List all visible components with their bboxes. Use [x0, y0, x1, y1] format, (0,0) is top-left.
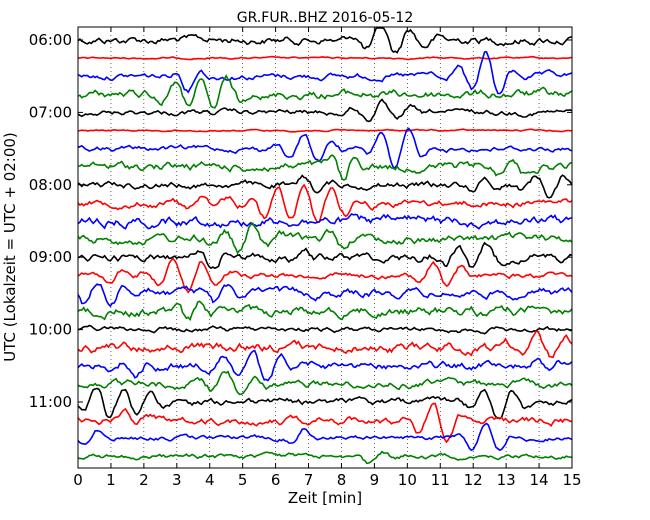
seismogram-trace: [77, 222, 573, 255]
seismogram-trace: [77, 324, 573, 335]
seismogram-trace: [77, 127, 573, 169]
y-tick-label: 10:00: [29, 321, 72, 339]
x-tick-label: 1: [106, 471, 116, 489]
seismogram-trace: [77, 50, 573, 95]
x-tick-label: 14: [530, 471, 549, 489]
x-tick-label: 2: [139, 471, 149, 489]
vertical-gridlines: [110, 27, 540, 468]
y-axis-label: UTC (Lokalzeit = UTC + 02:00): [1, 132, 19, 362]
x-axis: 0 1 2 3 4 5 6 7 8 9 10 11 12 13 14 15: [73, 27, 582, 489]
y-axis: 06:00 07:00 08:00 09:00 10:00 11:00: [29, 31, 572, 411]
seismogram-trace: [77, 387, 573, 420]
seismogram-trace: [77, 27, 573, 54]
seismogram-trace: [77, 128, 573, 133]
x-tick-label: 7: [304, 471, 314, 489]
seismogram-trace: [77, 330, 573, 359]
y-tick-label: 09:00: [29, 248, 72, 266]
x-tick-label: 10: [398, 471, 417, 489]
seismogram-trace: [78, 55, 573, 61]
seismogram-trace: [77, 450, 573, 465]
y-tick-label: 11:00: [29, 393, 72, 411]
seismogram-trace: [77, 283, 573, 308]
x-tick-label: 15: [562, 471, 581, 489]
x-tick-label: 11: [431, 471, 450, 489]
x-tick-label: 3: [172, 471, 182, 489]
seismogram-trace: [78, 154, 573, 181]
x-tick-label: 13: [497, 471, 516, 489]
seismogram-trace: [77, 257, 573, 294]
x-tick-label: 8: [337, 471, 347, 489]
y-tick-label: 07:00: [29, 103, 72, 121]
y-tick-label: 06:00: [29, 31, 72, 49]
seismogram-trace: [77, 98, 573, 123]
seismogram-trace: [77, 349, 573, 382]
x-tick-label: 6: [271, 471, 281, 489]
seismogram-traces: [77, 27, 573, 465]
seismogram-trace: [77, 74, 573, 109]
seismogram-trace: [77, 213, 573, 230]
seismogram-trace: [77, 174, 573, 199]
plot-frame: [77, 26, 573, 469]
seismogram-trace: [77, 300, 573, 322]
seismogram-trace: [77, 370, 573, 396]
x-tick-label: 9: [370, 471, 380, 489]
seismogram-trace: [77, 402, 572, 444]
x-tick-label: 5: [238, 471, 248, 489]
x-tick-label: 4: [205, 471, 215, 489]
x-axis-label: Zeit [min]: [288, 489, 362, 507]
seismogram-trace: [77, 241, 573, 270]
x-tick-label: 0: [73, 471, 83, 489]
chart-title: GR.FUR..BHZ 2016-05-12: [237, 10, 414, 26]
seismogram-trace: [77, 422, 573, 452]
y-tick-label: 08:00: [29, 176, 72, 194]
seismogram-trace: [77, 183, 573, 224]
x-tick-label: 12: [464, 471, 483, 489]
